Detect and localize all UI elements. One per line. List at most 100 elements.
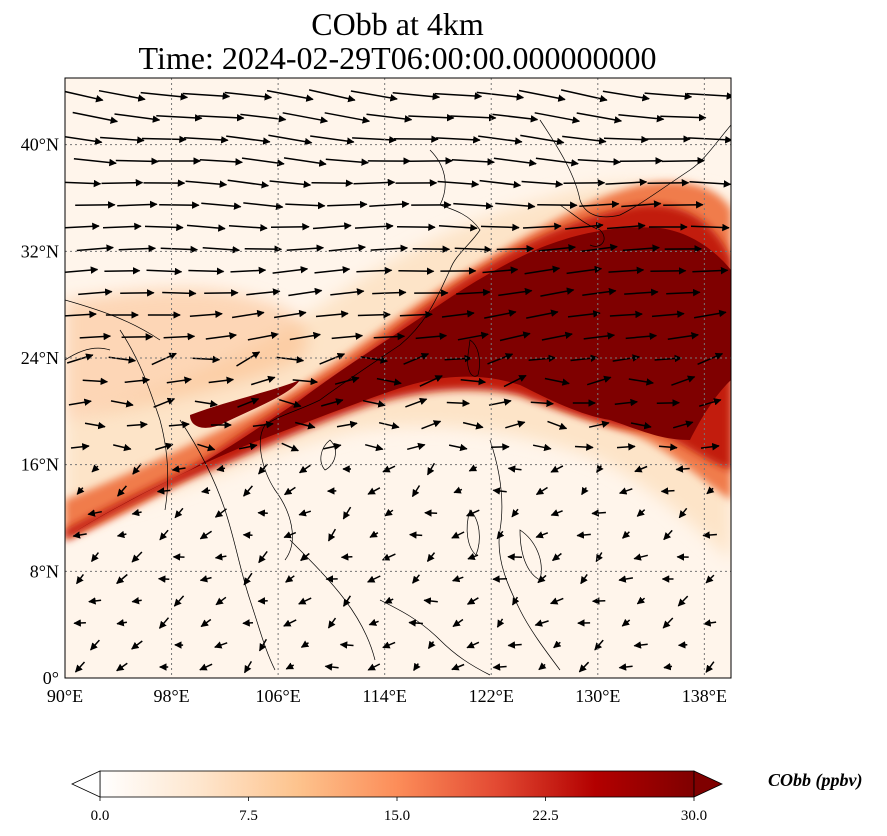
wind-arrow [270,223,310,231]
wind-arrow [535,157,579,167]
wind-arrow [496,244,535,253]
wind-arrow [622,530,631,539]
wind-arrow [630,421,652,430]
wind-arrow [132,463,142,475]
wind-arrow [82,377,109,386]
wind-arrow [596,464,604,474]
wind-arrow [258,463,268,475]
wind-arrow [227,179,270,189]
wind-arrow [614,398,638,407]
wind-arrow [675,465,690,473]
wind-arrow [65,90,104,103]
wind-arrow [199,530,213,540]
wind-arrow [706,486,715,495]
wind-arrow [661,156,705,165]
wind-arrow [656,399,680,407]
wind-arrow [526,309,559,319]
wind-arrow [352,136,397,144]
colorbar: 0.0 7.5 15.0 22.5 30.0 [71,770,723,824]
wind-arrow [342,595,352,607]
wind-arrow [466,509,480,517]
wind-arrow [413,662,421,672]
colorbar-gradient [99,770,695,798]
wind-arrow [453,202,494,210]
wind-arrow [399,310,433,319]
wind-arrow [100,136,145,144]
wind-arrow [603,135,649,144]
wind-arrow [452,618,464,628]
wind-arrow [113,443,132,452]
wind-arrow [199,158,243,166]
wind-arrow [660,487,675,495]
x-tick-label: 106°E [256,686,301,706]
wind-arrow [511,508,520,518]
wind-arrow [91,464,100,473]
map-title: CObb at 4km [311,6,484,42]
wind-arrow [578,661,590,673]
wind-arrow [116,573,128,585]
wind-arrow [550,465,564,473]
y-tick-label: 40°N [21,135,59,155]
colorbar-tick-label: 0.0 [91,808,110,824]
wind-arrow [705,574,715,584]
wind-arrow [308,89,356,103]
wind-arrow [189,310,223,318]
wind-arrow [616,443,636,451]
wind-arrow [633,641,648,649]
wind-arrow [350,90,398,102]
wind-arrow [78,288,113,296]
wind-arrow [479,179,522,189]
wind-arrow [66,353,94,364]
wind-arrow [116,530,127,539]
wind-arrow [243,485,253,497]
wind-arrow [224,91,273,101]
wind-arrow [426,552,436,562]
wind-arrow [101,178,144,187]
wind-arrow [300,640,310,648]
y-tick-label: 8°N [30,561,59,581]
wind-arrow [591,509,606,517]
wind-arrow [634,465,648,473]
wind-arrow [544,377,570,386]
wind-arrow [110,400,134,408]
map-subtitle-time: Time: 2024-02-29T06:00:00.000000000 [138,40,657,76]
wind-arrow [697,352,724,365]
wind-arrow [126,421,148,429]
colorbar-tick-label: 15.0 [384,808,410,824]
wind-arrow [68,398,92,406]
wind-arrow [146,267,183,276]
wind-arrow [214,641,228,649]
wind-arrow [521,180,564,188]
wind-arrow [285,662,295,670]
wind-arrow [662,617,674,629]
wind-arrow [505,420,526,429]
x-axis: 90°E 98°E 106°E 114°E 122°E 130°E 138°E [47,686,727,706]
wind-arrow [311,179,354,187]
wind-arrow [88,597,102,605]
wind-arrow [507,641,522,649]
wind-arrow [438,224,478,232]
wind-arrow [581,486,589,496]
wind-arrow [319,352,346,365]
wind-arrow [157,575,170,583]
wind-arrow [633,553,648,561]
wind-arrow [618,663,633,671]
wind-arrow [586,375,612,386]
wind-arrow [173,595,185,607]
wind-arrow [484,309,517,319]
wind-arrow [124,376,151,385]
wind-arrow [538,244,576,252]
wind-arrow [534,619,549,627]
wind-arrow [678,507,688,519]
wind-arrow [114,113,161,123]
wind-arrow [535,531,549,539]
wind-arrow [460,377,487,386]
wind-arrow [298,464,311,474]
wind-arrow [334,375,360,385]
wind-arrow [565,221,604,230]
wind-arrow [412,574,420,584]
wind-arrow [214,553,227,561]
wind-arrow [288,287,323,297]
wind-arrow [595,552,603,563]
wind-arrow [353,178,396,187]
